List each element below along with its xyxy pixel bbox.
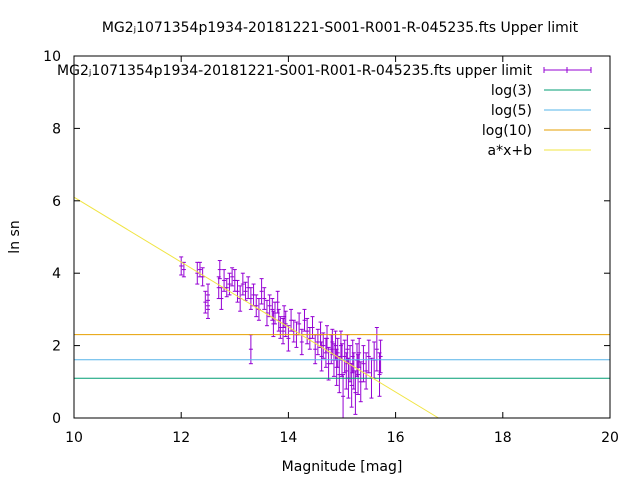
data-point [267,294,272,318]
data-point [259,278,264,305]
data-point [206,299,210,319]
data-point [222,269,227,292]
data-point [364,352,369,390]
data-point [235,279,240,303]
axis-ticks: 10 12 14 16 18 20 0 2 4 6 8 10 [43,49,619,446]
data-point [374,327,379,372]
data-point [315,328,320,356]
x-tick-label: 18 [494,430,512,446]
data-point [200,267,205,287]
y-tick-label: 10 [43,49,61,65]
data-point [270,298,275,321]
data-point [224,278,229,298]
x-tick-label: 10 [65,430,83,446]
data-point [357,337,362,368]
y-tick-label: 6 [52,194,61,210]
y-tick-label: 8 [52,121,61,137]
y-tick-label: 4 [52,266,61,282]
data-point [358,361,363,403]
data-point [230,267,235,287]
data-point [248,287,253,310]
x-tick-label: 16 [387,430,405,446]
data-point [378,339,383,374]
legend-label: log(3) [491,83,532,99]
y-axis-label: ln sn [7,220,23,253]
data-point [337,355,342,394]
data-point [217,260,222,280]
x-axis-label: Magnitude [mag] [282,459,403,475]
data-point [254,294,259,318]
data-point [321,332,326,359]
y-tick-label: 2 [52,339,61,355]
data-point [286,325,291,352]
plot-frame [73,55,611,419]
data-point [243,281,248,301]
data-point [283,310,288,338]
data-point [366,339,371,374]
data-point [240,272,245,296]
data-point [297,312,302,336]
x-tick-label: 20 [601,430,619,446]
plot-area [73,196,610,419]
data-point [299,328,304,356]
legend-label: MG2ⱼ1071354p1934-20181221-S001-R001-R-04… [57,63,532,79]
data-point [262,287,267,310]
chart-title: MG2ⱼ1071354p1934-20181221-S001-R001-R-04… [102,20,579,36]
legend-label: log(5) [491,103,532,119]
legend-label: a*x+b [488,143,533,159]
data-point [305,317,310,345]
legend: MG2ⱼ1071354p1934-20181221-S001-R001-R-04… [57,63,592,159]
x-tick-label: 12 [172,430,190,446]
y-tick-label: 0 [52,411,61,427]
data-point [361,345,366,383]
data-point [330,328,335,356]
data-point [181,261,186,278]
fit-line [73,196,439,419]
x-tick-label: 14 [279,430,297,446]
data-point [341,374,346,419]
data-point [203,290,208,314]
data-point [302,308,307,332]
legend-label: log(10) [482,123,532,139]
data-point [179,256,184,276]
